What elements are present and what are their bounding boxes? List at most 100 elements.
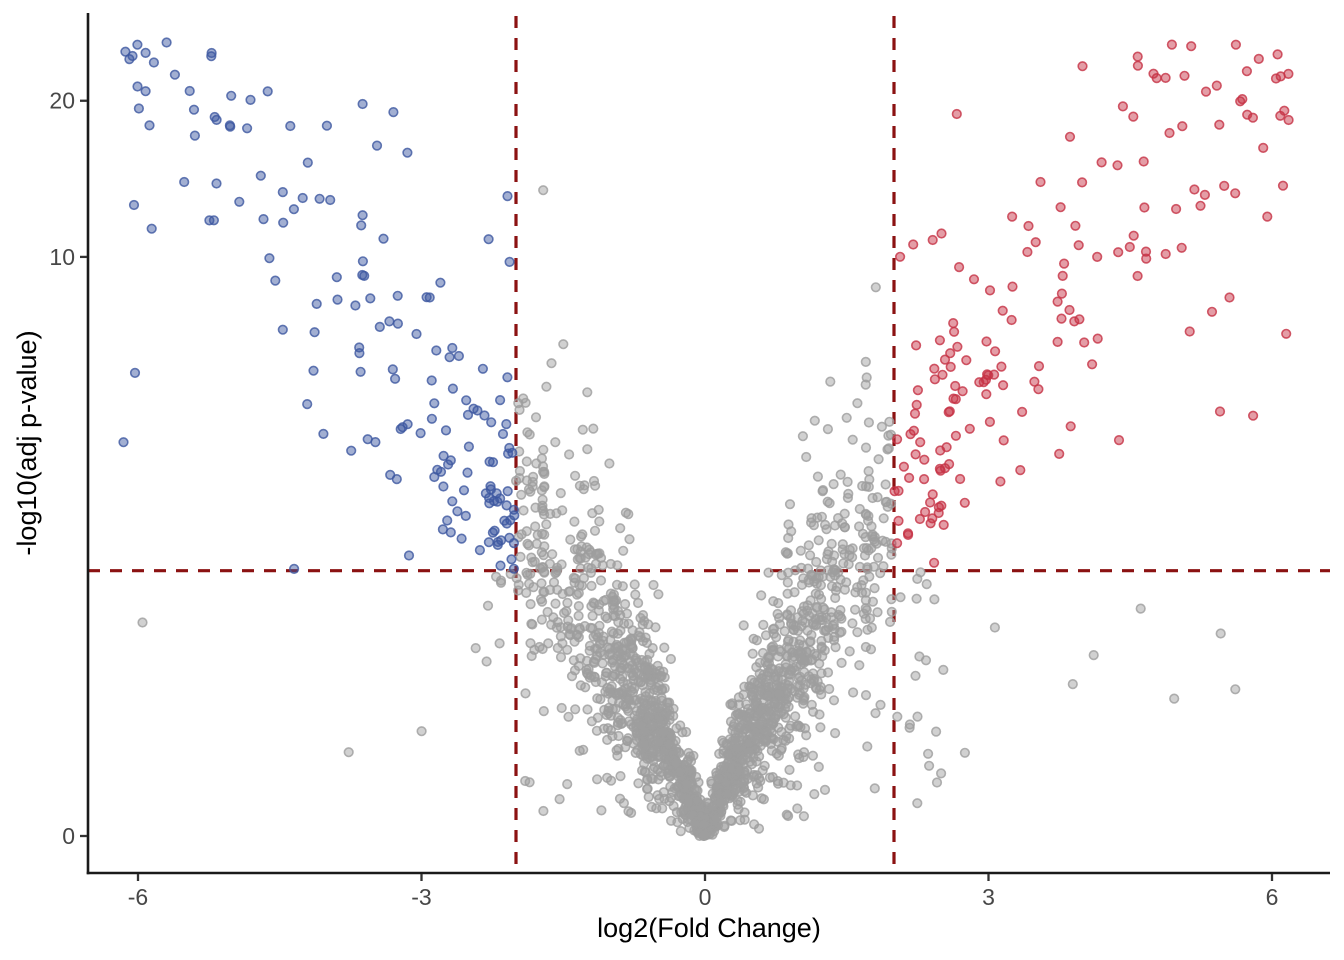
data-point — [331, 272, 342, 283]
data-point — [1030, 237, 1041, 248]
data-point — [758, 702, 769, 714]
data-point — [1064, 131, 1076, 142]
data-point — [908, 425, 920, 436]
data-point — [426, 375, 437, 386]
data-point — [325, 194, 336, 206]
data-point — [797, 431, 809, 442]
data-point — [140, 47, 151, 59]
data-point — [950, 380, 961, 392]
data-point — [1076, 177, 1088, 188]
data-point — [484, 492, 495, 504]
data-point — [757, 647, 769, 659]
data-point — [750, 696, 762, 708]
data-point — [551, 508, 562, 519]
data-point — [1281, 328, 1292, 339]
data-point — [1052, 296, 1063, 307]
data-point — [639, 726, 650, 737]
data-point — [1022, 246, 1033, 258]
data-point — [902, 528, 914, 539]
data-point — [935, 768, 947, 779]
data-point — [597, 658, 608, 669]
data-point — [321, 120, 333, 131]
data-point — [891, 538, 903, 549]
data-point — [558, 339, 569, 350]
data-point — [608, 610, 619, 621]
data-point — [688, 750, 699, 761]
data-point — [739, 786, 750, 797]
data-point — [860, 595, 872, 606]
data-point — [700, 828, 711, 840]
data-point — [869, 536, 880, 547]
data-point — [915, 567, 926, 578]
data-point — [997, 380, 1009, 391]
data-point — [711, 812, 722, 823]
data-point — [847, 543, 858, 554]
data-point — [768, 596, 779, 607]
data-point — [591, 774, 603, 785]
data-point — [587, 508, 598, 519]
data-point — [565, 534, 576, 545]
data-point — [758, 794, 770, 805]
data-point — [644, 688, 655, 699]
data-point — [722, 749, 733, 760]
data-point — [1230, 188, 1241, 199]
data-point — [1052, 336, 1063, 348]
data-point — [594, 548, 605, 559]
data-point — [927, 234, 938, 246]
data-point — [880, 479, 891, 490]
data-point — [297, 192, 308, 204]
data-point — [1140, 246, 1152, 257]
data-point — [1128, 111, 1139, 122]
data-point — [811, 578, 822, 589]
data-point — [869, 582, 880, 594]
data-point — [562, 597, 573, 609]
data-point — [539, 529, 550, 540]
data-point — [882, 444, 893, 455]
data-point — [1132, 270, 1143, 282]
data-point — [813, 761, 824, 773]
data-point — [690, 818, 701, 829]
data-point — [612, 628, 624, 639]
data-point — [872, 552, 884, 563]
data-point — [912, 711, 923, 722]
data-point — [929, 363, 940, 374]
data-point — [1112, 160, 1123, 171]
data-point — [1277, 180, 1289, 191]
data-point — [815, 722, 826, 733]
data-point — [209, 111, 220, 123]
data-point — [782, 577, 793, 588]
data-point — [912, 798, 923, 809]
data-point — [954, 473, 966, 485]
data-point — [206, 51, 217, 62]
data-point — [841, 412, 852, 423]
data-point — [445, 455, 456, 466]
data-point — [733, 692, 745, 703]
data-point — [1235, 96, 1246, 107]
data-point — [775, 745, 787, 756]
data-point — [591, 643, 603, 655]
data-point — [870, 708, 881, 719]
data-point — [435, 277, 446, 288]
data-point — [492, 539, 503, 551]
data-point — [812, 471, 824, 482]
data-point — [754, 719, 765, 730]
data-point — [140, 86, 151, 97]
data-point — [936, 228, 947, 239]
data-point — [288, 204, 300, 215]
data-point — [608, 595, 619, 607]
data-point — [118, 437, 129, 448]
data-point — [415, 428, 426, 439]
data-point — [617, 670, 628, 682]
data-point — [546, 358, 557, 369]
data-point — [582, 444, 593, 455]
data-point — [912, 385, 924, 396]
data-point — [894, 251, 906, 262]
data-point — [748, 819, 760, 830]
data-point — [350, 300, 361, 311]
data-point — [624, 534, 635, 545]
data-point — [778, 734, 789, 746]
data-point — [144, 120, 155, 131]
data-point — [779, 703, 791, 714]
data-point — [128, 199, 140, 211]
data-point — [582, 387, 593, 398]
